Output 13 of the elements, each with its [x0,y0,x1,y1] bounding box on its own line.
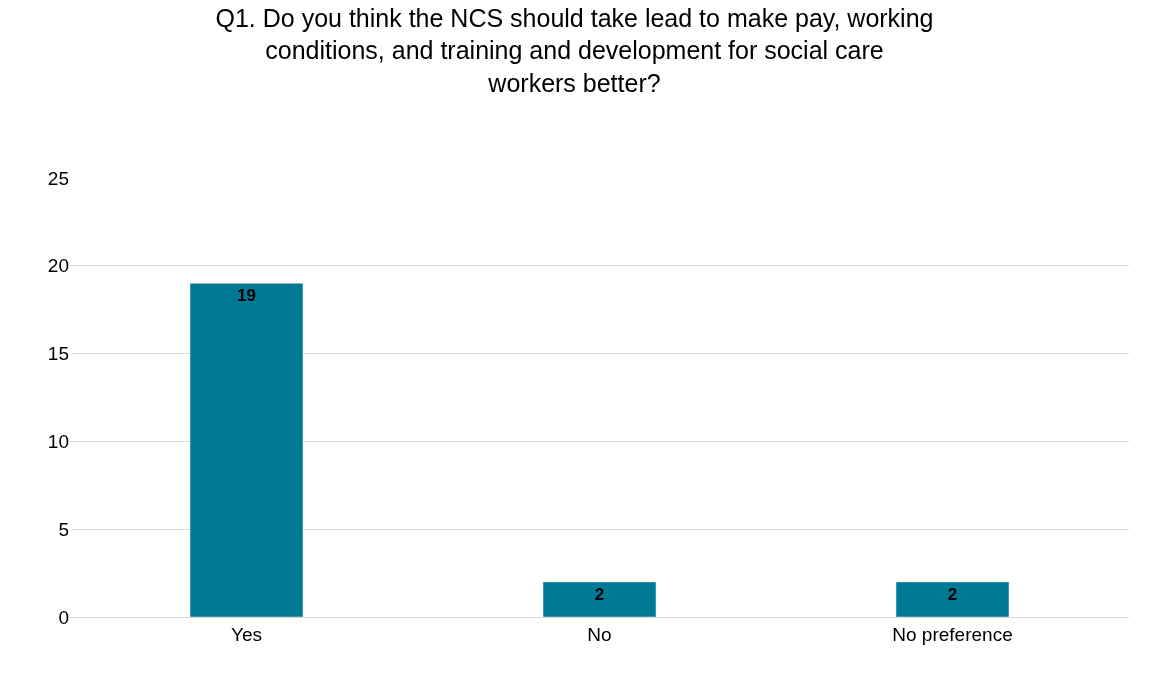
x-tick-label: No preference [892,623,1013,645]
x-tick-label: No [587,623,612,645]
y-tick-label: 15 [47,343,69,365]
y-tick-label: 25 [47,167,69,189]
y-tick-label: 0 [58,606,69,628]
data-label: 19 [237,286,256,306]
y-tick-label: 20 [47,255,69,277]
x-tick-label: Yes [231,623,262,645]
chart-title: Q1. Do you think the NCS should take lead to make pay, working conditions, and training and development for social care workers better? [215,3,934,97]
y-tick-label: 5 [58,518,69,540]
data-label: 2 [947,584,958,604]
data-label: 2 [594,584,605,604]
y-tick-label: 10 [47,431,69,453]
